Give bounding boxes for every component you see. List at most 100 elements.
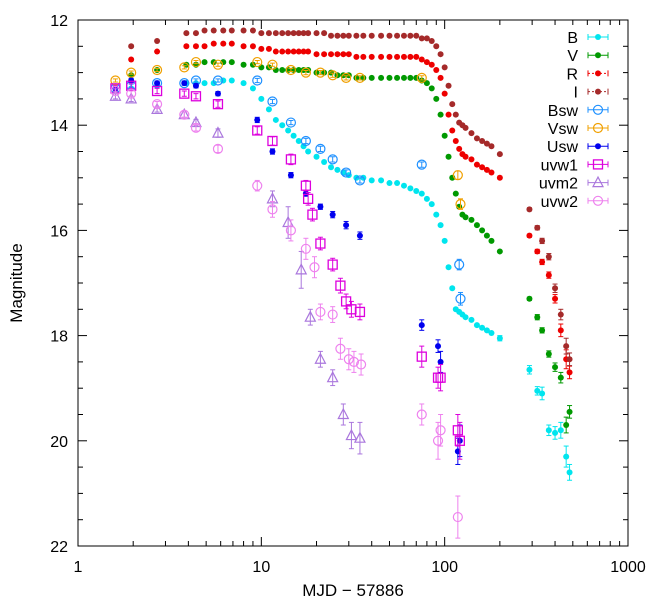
data-point: [418, 190, 425, 197]
data-point: [496, 174, 503, 181]
data-point: [423, 59, 430, 66]
data-point: [407, 74, 414, 81]
data-point: [545, 351, 552, 358]
data-point: [488, 329, 495, 336]
data-point: [394, 53, 401, 60]
axis-tick-labels: 1 10 100 1000 12 14 16 18 20 22: [50, 13, 646, 576]
data-point: [400, 32, 407, 39]
axis-ticks: [77, 19, 629, 547]
data-point: [128, 56, 135, 63]
data-point: [452, 511, 463, 523]
data-point: [295, 137, 302, 144]
data-point: [441, 64, 448, 71]
data-point: [258, 45, 265, 52]
data-point: [258, 30, 265, 37]
data-point: [128, 77, 135, 84]
data-point: [428, 85, 435, 92]
legend-marker: [592, 195, 604, 206]
series-uvw1: [110, 80, 465, 460]
data-point: [279, 66, 286, 73]
data-point: [496, 151, 503, 158]
data-point: [252, 75, 263, 86]
data-point: [272, 48, 279, 55]
data-point: [462, 214, 469, 221]
data-point: [462, 124, 469, 131]
data-point: [212, 75, 224, 86]
data-point: [345, 428, 358, 441]
data-point: [437, 111, 444, 118]
data-point: [473, 161, 480, 168]
data-point: [534, 314, 541, 321]
data-point: [437, 51, 444, 58]
legend-label: Bsw: [548, 103, 579, 120]
legend-label: uvw1: [541, 157, 578, 174]
data-point: [295, 30, 302, 37]
data-point: [468, 156, 475, 163]
data-point: [441, 90, 448, 97]
data-point: [563, 422, 570, 429]
data-point: [343, 354, 354, 365]
data-point: [154, 48, 161, 55]
data-point: [441, 132, 448, 139]
data-point: [265, 45, 272, 52]
data-point: [334, 32, 341, 39]
data-point: [179, 78, 190, 89]
data-point: [110, 75, 121, 86]
data-point: [335, 343, 346, 354]
data-point: [552, 364, 559, 371]
data-point: [228, 77, 235, 84]
data-point: [452, 190, 459, 197]
data-point: [201, 43, 208, 50]
x-tick-label: 10: [252, 559, 270, 576]
data-point: [314, 352, 327, 364]
data-point: [212, 99, 224, 110]
legend-marker: [595, 34, 601, 40]
y-tick-label: 22: [50, 539, 68, 556]
data-point: [368, 53, 375, 60]
data-point: [433, 95, 440, 102]
data-point: [445, 82, 452, 89]
data-point: [545, 272, 552, 279]
data-point: [307, 209, 318, 220]
data-point: [267, 59, 278, 70]
legend-label: Usw: [547, 139, 579, 156]
data-point: [300, 30, 307, 37]
data-point: [110, 85, 121, 97]
data-point: [400, 53, 407, 60]
data-point: [317, 203, 324, 210]
legend-label: B: [567, 30, 578, 47]
legend-marker: [595, 143, 601, 150]
data-point: [394, 74, 401, 81]
data-point: [285, 64, 297, 76]
data-point: [435, 425, 446, 436]
data-point: [354, 306, 366, 318]
data-point: [313, 69, 320, 76]
data-point: [295, 263, 308, 275]
data-point: [128, 43, 135, 50]
data-point: [190, 91, 202, 102]
data-point: [334, 166, 341, 173]
data-point: [249, 85, 256, 92]
data-point: [126, 67, 137, 78]
data-point: [192, 82, 199, 89]
data-point: [343, 222, 350, 229]
data-point: [300, 48, 307, 55]
data-point: [265, 30, 272, 37]
data-point: [368, 177, 375, 184]
data-point: [340, 51, 347, 58]
data-point: [151, 78, 163, 89]
series-Usw: [112, 77, 463, 465]
data-point: [368, 32, 375, 39]
data-point: [423, 195, 430, 202]
data-point: [479, 164, 486, 171]
data-point: [566, 356, 573, 363]
data-point: [201, 59, 208, 66]
data-point: [300, 243, 311, 254]
x-tick-label: 1000: [610, 559, 646, 576]
data-point: [433, 66, 440, 73]
data-point: [418, 35, 425, 42]
data-point: [386, 74, 393, 81]
data-point: [454, 435, 465, 446]
data-point: [416, 72, 427, 83]
